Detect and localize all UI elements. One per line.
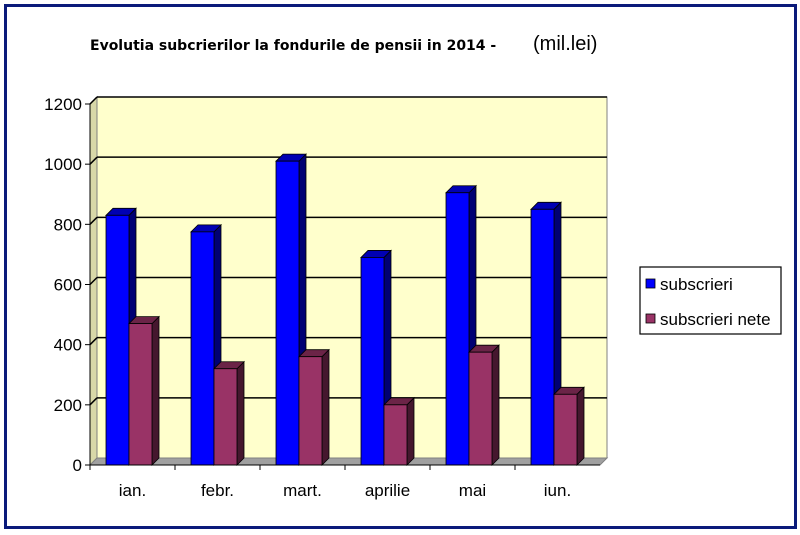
x-tick-label: iun. [544,481,571,500]
bar-subscrieri-4-front [445,192,470,466]
bar-subscrieri-nete-3-side [406,396,415,466]
bar-subscrieri-nete-2 [298,348,330,466]
bar-subscrieri-nete-3-front [383,404,408,466]
bar-subscrieri-nete-1-side [236,360,245,466]
bar-subscrieri-nete-0-front [128,323,153,466]
bar-subscrieri-nete-0-side [151,315,160,466]
bar-subscrieri-nete-0 [128,315,160,466]
gridlines [89,96,607,406]
x-axis: ian. febr. mart. aprilie mai iun. [89,464,600,500]
plot-area [88,95,609,467]
x-tick-label: mai [459,481,486,500]
legend-swatch-subscrieri [645,278,656,289]
bar-subscrieri-5-front [530,208,555,466]
gridline-side [89,397,98,406]
bar-subscrieri-0-front [105,214,130,466]
y-tick-label: 1000 [44,155,82,174]
y-axis: 0 200 400 600 800 1000 1200 [44,95,91,475]
bar-subscrieri-nete-3 [383,396,415,466]
gridline-side [89,96,98,105]
bar-subscrieri-nete-5-front [553,393,578,466]
bar-subscrieri-nete-5-side [576,386,585,466]
bar-subscrieri-nete-4-front [468,351,493,466]
gridline-side [89,156,98,165]
plot-floor [88,457,609,466]
legend: subscrieri subscrieri nete [639,266,782,335]
bar-subscrieri-3-front [360,257,385,466]
bar-subscrieri-nete-2-side [321,348,330,466]
chart-title: Evolutia subcrierilor la fondurile de pe… [90,38,496,54]
gridline-side [89,276,98,286]
y-tick-label: 200 [54,396,82,415]
bar-subscrieri-nete-2-front [298,356,323,466]
y-tick-label: 800 [54,215,82,234]
bars [105,153,585,466]
bar-subscrieri-2-front [275,160,300,466]
x-tick-label: febr. [201,481,234,500]
bar-subscrieri-nete-1-front [213,368,238,466]
x-tick-label: ian. [119,481,146,500]
y-tick-label: 0 [73,456,82,475]
gridline-side [89,216,98,225]
legend-swatch-subscrieri-nete [645,313,656,324]
x-tick-label: aprilie [365,481,410,500]
y-tick-label: 600 [54,276,82,295]
chart-title-unit: (mil.lei) [533,33,597,55]
bar-subscrieri-1-front [190,231,215,466]
y-tick-label: 1200 [44,95,82,114]
y-tick-label: 400 [54,336,82,355]
x-tick-label: mart. [283,481,322,500]
legend-label-subscrieri: subscrieri [660,275,733,294]
legend-label-subscrieri-nete: subscrieri nete [660,310,771,329]
bar-subscrieri-nete-4 [468,344,500,466]
bar-subscrieri-nete-4-side [491,344,500,466]
bar-subscrieri-nete-5 [553,386,585,466]
gridline-side [89,337,98,346]
bar-subscrieri-nete-1 [213,360,245,466]
legend-box [639,266,782,335]
